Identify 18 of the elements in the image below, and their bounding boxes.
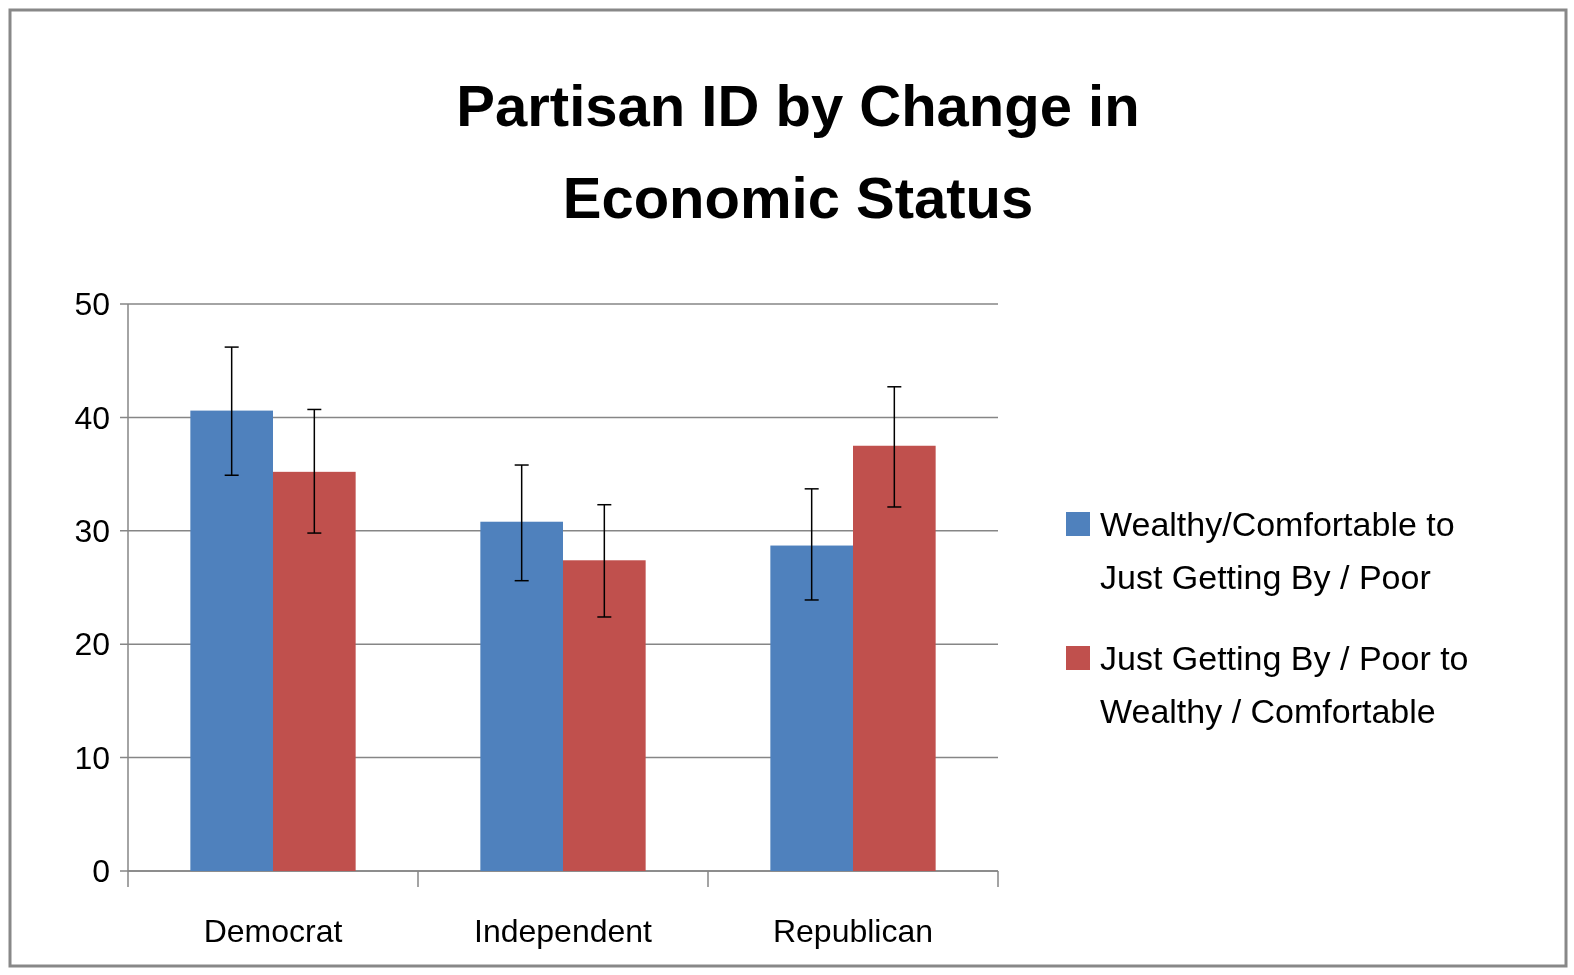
bar [770,545,853,871]
y-tick-label: 50 [74,286,110,323]
x-tick-label: Democrat [203,913,343,949]
legend-label: Just Getting By / Poor to Wealthy / Comfortable [1100,639,1469,730]
bar [273,471,356,871]
bar [190,410,273,871]
y-tick-label: 10 [74,739,110,776]
bar [480,521,563,871]
bar [563,560,646,871]
legend-label: Wealthy/Comfortable to Just Getting By / Poor [1100,505,1455,596]
y-tick-label: 0 [92,853,110,890]
y-tick-label: 40 [74,399,110,436]
chart-title: Partisan ID by Change in Economic Status [456,73,1140,230]
x-tick-label: Republican [772,913,934,949]
y-tick-label: 30 [74,513,110,549]
y-tick-label: 20 [74,626,110,663]
bar [853,445,936,871]
x-tick-label: Independent [474,913,653,949]
